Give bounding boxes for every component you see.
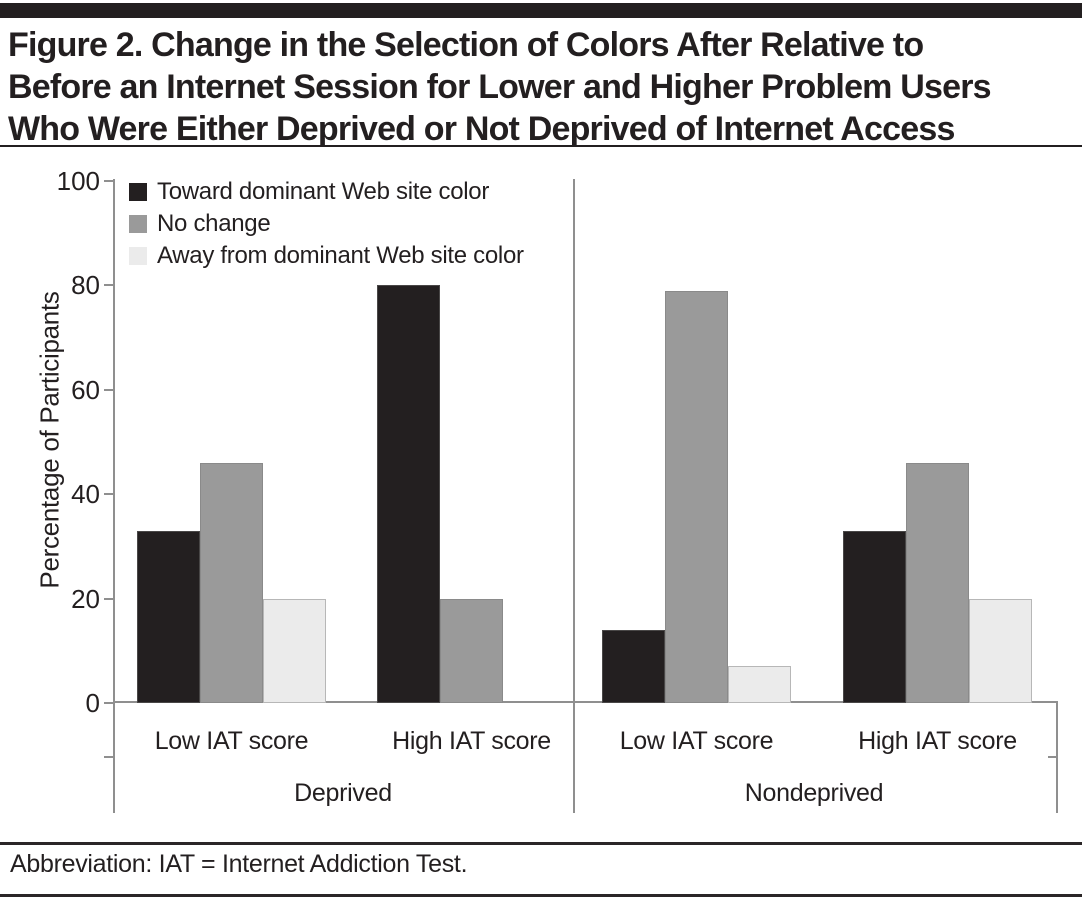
label-row-tick-left xyxy=(104,756,113,758)
abbreviation-note: Abbreviation: IAT = Internet Addiction T… xyxy=(10,850,468,878)
note-bottom-rule xyxy=(0,894,1082,897)
bar-nondeprived-low-iat-score-away-from-dominant-web-site-color xyxy=(728,666,791,703)
figure-title-line-1: Figure 2. Change in the Selection of Col… xyxy=(8,26,924,64)
y-tick-100 xyxy=(104,180,113,182)
y-tick-60 xyxy=(104,389,113,391)
legend-item-no-change: No change xyxy=(129,208,524,240)
x-category-label-nondeprived-high-iat-score: High IAT score xyxy=(858,727,1017,755)
y-tick-label-20: 20 xyxy=(71,584,100,614)
figure-title-line-2: Before an Internet Session for Lower and… xyxy=(8,68,992,106)
legend-label: No change xyxy=(157,210,271,237)
legend-swatch-icon xyxy=(129,215,147,233)
bar-nondeprived-high-iat-score-away-from-dominant-web-site-color xyxy=(969,599,1032,703)
top-rule-bar xyxy=(0,3,1082,18)
y-axis-line xyxy=(113,179,115,813)
bar-deprived-high-iat-score-no-change xyxy=(440,599,503,703)
y-tick-20 xyxy=(104,598,113,600)
y-tick-label-40: 40 xyxy=(71,479,100,509)
bar-deprived-high-iat-score-toward-dominant-web-site-color xyxy=(377,285,440,703)
y-tick-label-80: 80 xyxy=(71,270,100,300)
bar-nondeprived-high-iat-score-toward-dominant-web-site-color xyxy=(843,531,906,703)
panel-label-nondeprived: Nondeprived xyxy=(744,779,884,807)
x-axis-line xyxy=(113,701,1058,703)
bar-deprived-low-iat-score-no-change xyxy=(200,463,263,703)
figure-title: Figure 2. Change in the Selection of Col… xyxy=(8,24,1078,150)
label-row-tick-right xyxy=(1048,756,1056,758)
title-divider-rule xyxy=(0,145,1082,147)
x-category-label-deprived-low-iat-score: Low IAT score xyxy=(154,727,309,755)
bar-deprived-low-iat-score-toward-dominant-web-site-color xyxy=(137,531,200,703)
panel-divider-line xyxy=(573,179,575,813)
bar-nondeprived-low-iat-score-toward-dominant-web-site-color xyxy=(602,630,665,703)
y-tick-label-60: 60 xyxy=(71,375,100,405)
note-top-rule xyxy=(0,842,1082,845)
y-tick-label-0: 0 xyxy=(85,688,100,718)
panel-label-deprived: Deprived xyxy=(294,779,392,807)
legend-item-toward-dominant-web-site-color: Toward dominant Web site color xyxy=(129,176,524,208)
x-category-label-nondeprived-low-iat-score: Low IAT score xyxy=(619,727,774,755)
figure-title-line-3: Who Were Either Deprived or Not Deprived… xyxy=(8,110,955,148)
legend-swatch-icon xyxy=(129,183,147,201)
bar-nondeprived-high-iat-score-no-change xyxy=(906,463,969,703)
legend-label: Toward dominant Web site color xyxy=(157,178,490,205)
legend-item-away-from-dominant-web-site-color: Away from dominant Web site color xyxy=(129,240,524,272)
bar-nondeprived-low-iat-score-no-change xyxy=(665,291,728,703)
y-tick-40 xyxy=(104,493,113,495)
bar-deprived-low-iat-score-away-from-dominant-web-site-color xyxy=(263,599,326,703)
y-tick-label-100: 100 xyxy=(56,166,100,196)
legend-swatch-icon xyxy=(129,247,147,265)
y-axis-title: Percentage of Participants xyxy=(34,291,65,589)
label-box-right-line xyxy=(1056,702,1058,813)
legend-label: Away from dominant Web site color xyxy=(157,242,524,269)
x-category-label-deprived-high-iat-score: High IAT score xyxy=(392,727,551,755)
legend: Toward dominant Web site color No change A… xyxy=(129,176,524,272)
y-tick-0 xyxy=(104,702,113,704)
y-tick-80 xyxy=(104,284,113,286)
